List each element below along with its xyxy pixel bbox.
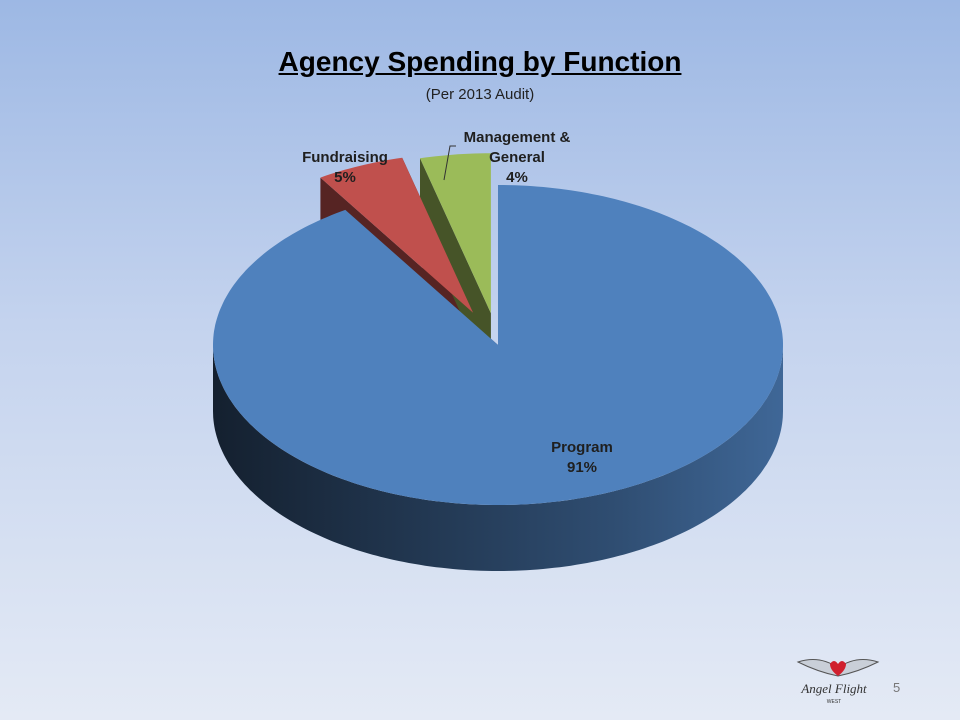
slice-label: Program 91%: [551, 438, 613, 478]
slice-value: 91%: [566, 459, 598, 476]
logo-text: Angel Flight: [800, 681, 867, 696]
slice-name: Management & General: [463, 129, 571, 166]
slice-name: Fundraising: [302, 149, 388, 166]
page-number: 5: [893, 680, 901, 695]
pie-slice: [320, 157, 474, 313]
leader-line: [443, 145, 456, 181]
logo: Angel Flight WEST: [796, 659, 880, 705]
logo-heart: [830, 661, 846, 676]
logo-subtext: WEST: [827, 699, 841, 705]
slice-label: Fundraising 5%: [302, 148, 388, 188]
pie-slice: [420, 153, 491, 314]
slice-wall: [213, 345, 783, 571]
logo-wings: [796, 659, 880, 677]
chart-title: Agency Spending by Function: [278, 46, 682, 77]
chart-subtitle: (Per 2013 Audit): [425, 86, 535, 103]
pie-slice: [213, 185, 783, 505]
slice-value: 5%: [334, 169, 356, 186]
slice-name: Program: [551, 439, 613, 456]
slice-value: 4%: [506, 169, 528, 186]
slice-label: Management & General 4%: [452, 128, 582, 188]
